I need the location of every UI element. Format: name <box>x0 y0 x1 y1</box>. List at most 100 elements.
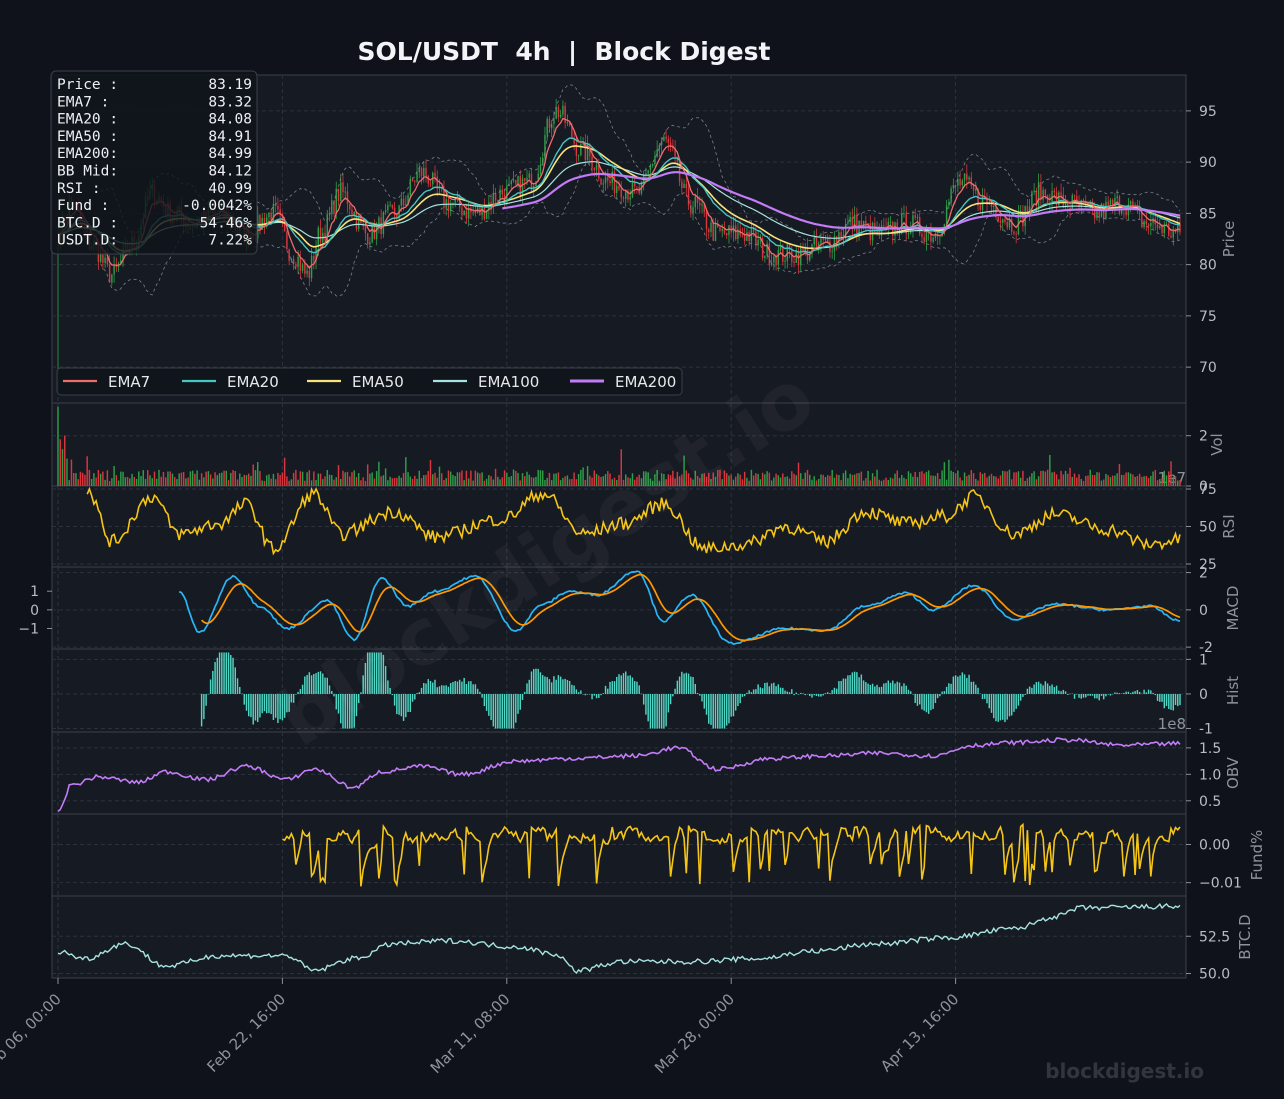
hist-bar <box>966 677 968 694</box>
hist-bar <box>611 681 613 694</box>
hist-bar <box>598 693 600 698</box>
volume-bar <box>883 479 885 486</box>
hist-bar <box>645 693 647 715</box>
candle <box>759 234 762 245</box>
volume-bar <box>1129 473 1132 486</box>
volume-bar <box>573 472 575 486</box>
candle <box>683 179 685 189</box>
candle <box>1069 205 1071 218</box>
volume-bar <box>1067 473 1069 486</box>
hist-bar <box>333 693 335 697</box>
volume-bar <box>885 477 887 486</box>
histogram-ytick-label-0: -1 <box>1199 722 1213 738</box>
volume-bar <box>591 477 593 486</box>
volume-bar <box>1170 461 1172 486</box>
volume-bar <box>660 473 663 486</box>
histogram-multiplier: 1e8 <box>1158 715 1186 733</box>
candle <box>979 203 982 213</box>
hist-bar <box>732 693 735 717</box>
hist-bar <box>530 671 533 694</box>
volume-bar <box>793 473 795 486</box>
volume-bar <box>811 479 813 486</box>
candle <box>607 168 609 189</box>
funding-ytick-label-0: 0.00 <box>1199 838 1230 854</box>
volume-bar <box>1120 474 1123 486</box>
volume-bar <box>1174 476 1177 486</box>
volume-bar <box>833 477 836 486</box>
volume-bar <box>559 480 562 486</box>
volume-bar <box>133 476 136 486</box>
hist-bar <box>239 686 241 694</box>
candle <box>752 224 755 237</box>
volume-bar <box>708 472 710 486</box>
volume-bar <box>371 472 373 486</box>
candle <box>414 179 416 187</box>
obv-panel-frame <box>51 731 1187 815</box>
candle <box>1145 212 1148 232</box>
volume-bar <box>324 476 326 486</box>
volume-bar <box>898 477 901 486</box>
volume-bar <box>647 472 649 486</box>
candle <box>923 231 925 245</box>
funding-ytick-label-1: −0.01 <box>1199 876 1242 892</box>
volume-bar <box>135 478 138 486</box>
volume-bar <box>755 473 757 486</box>
btcd-line <box>57 903 1181 975</box>
hist-bar <box>245 693 248 711</box>
hist-bar <box>295 693 297 695</box>
volume-bar <box>1161 477 1163 486</box>
info-label-3: EMA50 : <box>57 129 118 145</box>
candle <box>851 208 854 236</box>
hist-bar <box>862 680 865 694</box>
hist-bar <box>557 675 560 694</box>
candle <box>319 219 322 250</box>
hist-bar <box>212 670 214 694</box>
candle <box>730 217 732 238</box>
info-box <box>50 70 258 255</box>
candle <box>631 175 634 199</box>
candle <box>948 198 950 210</box>
volume-bar <box>557 472 560 486</box>
hist-bar <box>856 672 858 694</box>
candle <box>687 181 690 211</box>
volume-bar <box>205 471 207 486</box>
volume-bar <box>649 478 652 486</box>
volume-bar <box>162 471 165 486</box>
volume-ylabel: Vol <box>1208 433 1226 455</box>
candle <box>656 140 658 159</box>
hist-bar <box>409 693 412 713</box>
volume-bar <box>1156 480 1159 486</box>
volume-bar <box>503 470 506 486</box>
hist-bar <box>997 693 999 722</box>
hist-bar <box>474 684 477 694</box>
candle <box>355 211 358 232</box>
hist-bar <box>692 677 694 694</box>
volume-bar <box>75 473 77 486</box>
candle <box>559 109 562 119</box>
volume-bar <box>131 473 133 486</box>
candle <box>618 180 620 192</box>
hist-bar <box>393 693 396 706</box>
candle <box>411 176 414 182</box>
obv-ytick-label-1: 1.0 <box>1199 767 1221 783</box>
volume-bar <box>972 473 975 486</box>
candle <box>369 237 371 251</box>
volume-bar <box>117 480 120 486</box>
hist-bar <box>844 678 847 694</box>
hist-bar <box>602 693 605 694</box>
volume-bar <box>968 474 970 486</box>
price-ytick-label-5: 95 <box>1199 104 1217 120</box>
hist-bar <box>979 693 982 695</box>
volume-bar <box>851 474 854 486</box>
volume-bar <box>1001 470 1004 486</box>
legend-label-ema50: EMA50 <box>352 373 404 391</box>
volume-ytick-label-0: 0 <box>1199 479 1208 495</box>
hist-bar <box>494 693 497 729</box>
hist-bar <box>281 693 284 721</box>
macd-ytick-label-0: -2 <box>1199 640 1213 656</box>
volume-bar <box>629 478 631 486</box>
volume-bar <box>674 478 676 486</box>
candle <box>1001 218 1004 232</box>
hist-bar <box>660 693 663 729</box>
hist-bar <box>723 693 726 729</box>
